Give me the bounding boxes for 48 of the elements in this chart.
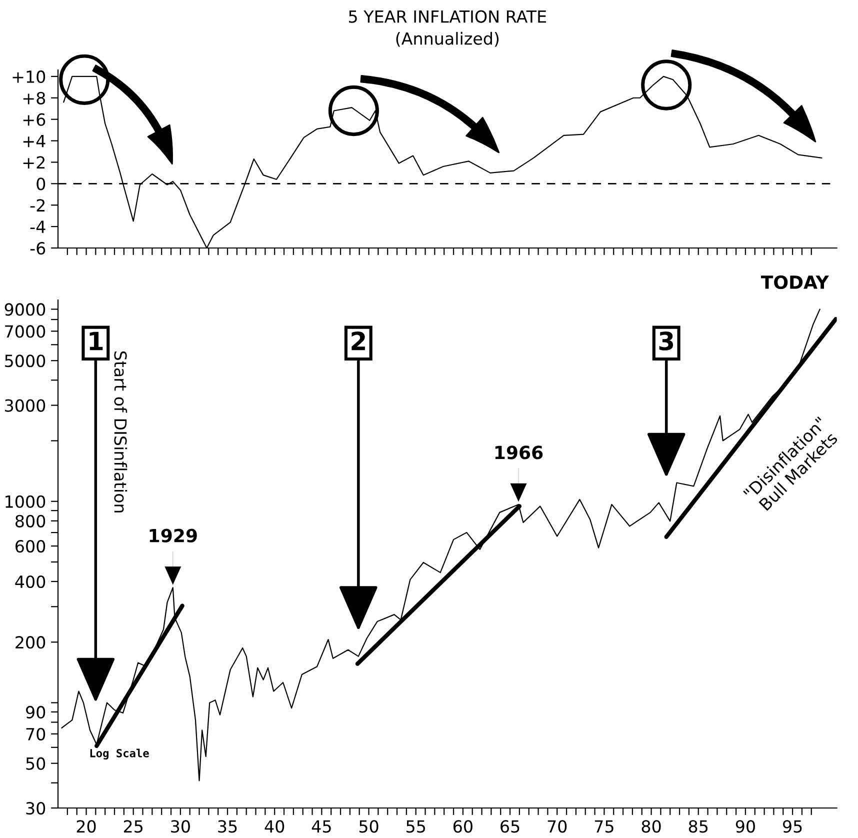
x-tick-label: 35: [218, 820, 237, 833]
x-tick-label: 85: [688, 820, 708, 833]
annotation: 1: [90, 332, 103, 350]
chart-subtitle: (Annualized): [396, 32, 499, 47]
x-tick-label: 90: [736, 820, 755, 833]
y-tick-label: -4: [30, 220, 46, 233]
y-tick-label: 7000: [5, 325, 46, 338]
x-tick-label: 75: [594, 820, 614, 833]
y-tick-label: +2: [23, 156, 45, 169]
annotation: 1966: [495, 446, 543, 460]
x-tick-label: 55: [406, 820, 425, 833]
x-tick-label: 60: [454, 820, 472, 833]
x-tick-label: 20: [76, 820, 96, 833]
y-tick-label: +10: [12, 70, 46, 84]
annotation: 3: [659, 332, 674, 350]
y-tick-label: 9000: [4, 303, 46, 316]
y-tick-label: 3000: [5, 399, 46, 412]
y-tick-label: -2: [30, 199, 45, 212]
y-tick-label: 90: [26, 706, 46, 718]
annotation: Log Scale: [90, 748, 149, 760]
y-tick-label: +6: [23, 113, 46, 126]
x-tick-label: 65: [500, 820, 520, 833]
y-tick-label: 0: [36, 178, 46, 190]
y-tick-label: +4: [23, 134, 46, 148]
chart-title: 5 YEAR INFLATION RATE: [349, 10, 546, 23]
y-tick-label: 5000: [5, 354, 46, 368]
y-tick-label: 400: [15, 575, 46, 588]
y-tick-label: -6: [30, 242, 46, 255]
annotation: TODAY: [760, 275, 830, 290]
y-tick-label: 50: [26, 757, 46, 770]
x-tick-label: 45: [312, 820, 331, 833]
y-tick-label: 200: [16, 636, 46, 649]
x-tick-label: 50: [359, 820, 378, 833]
annotation: 2: [352, 332, 365, 350]
annotation: Start of DISinflation: [114, 351, 128, 512]
y-tick-label: 70: [26, 728, 46, 740]
y-tick-label: 600: [16, 540, 46, 553]
annotation: 1929: [150, 528, 197, 542]
x-tick-label: 30: [171, 820, 190, 833]
y-tick-label: 800: [16, 514, 46, 528]
x-tick-label: 25: [124, 820, 142, 833]
x-tick-label: 40: [264, 820, 284, 833]
y-tick-label: 30: [26, 802, 46, 815]
y-tick-label: 1000: [6, 495, 46, 508]
x-tick-label: 70: [548, 820, 567, 833]
x-tick-label: 80: [642, 820, 661, 833]
x-tick-label: 95: [782, 820, 802, 833]
y-tick-label: +8: [23, 92, 46, 104]
